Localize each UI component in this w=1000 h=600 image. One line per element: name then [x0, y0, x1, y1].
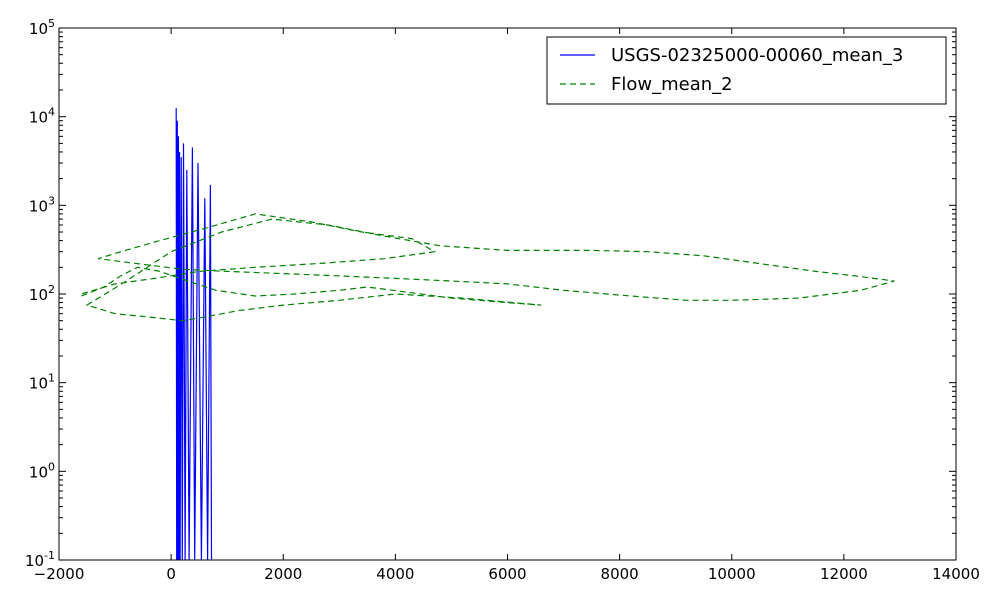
- plot-lines: [81, 108, 895, 561]
- y-tick-label: 100: [29, 460, 55, 481]
- series-line-0: [175, 108, 213, 561]
- y-tick-label: 10-1: [25, 549, 55, 570]
- legend-box: [546, 36, 947, 105]
- x-tick-label: 0: [166, 565, 176, 583]
- x-tick-label: 12000: [820, 565, 868, 583]
- x-axis: −2000 0 2000 4000 6000 8000 10000 12000 14000: [34, 28, 980, 583]
- x-tick-label: 8000: [601, 565, 639, 583]
- y-tick-label: 105: [29, 17, 55, 38]
- y-tick-label: 103: [29, 194, 55, 215]
- x-tick-label: 14000: [932, 565, 980, 583]
- legend: USGS-02325000-00060_mean_3 Flow_mean_2: [546, 36, 947, 105]
- x-tick-label: 6000: [488, 565, 526, 583]
- x-tick-label: 10000: [708, 565, 756, 583]
- series-line-1: [81, 213, 895, 322]
- legend-label-0: USGS-02325000-00060_mean_3: [611, 45, 903, 66]
- y-tick-label: 101: [29, 372, 55, 393]
- y-tick-label: 102: [29, 283, 55, 304]
- x-tick-label: 2000: [264, 565, 302, 583]
- y-axis: 10-1 100 101 102 103 104 105: [25, 17, 956, 570]
- legend-label-1: Flow_mean_2: [611, 74, 733, 95]
- x-tick-label: −2000: [34, 565, 85, 583]
- y-tick-label: 104: [29, 106, 55, 127]
- x-tick-label: 4000: [376, 565, 414, 583]
